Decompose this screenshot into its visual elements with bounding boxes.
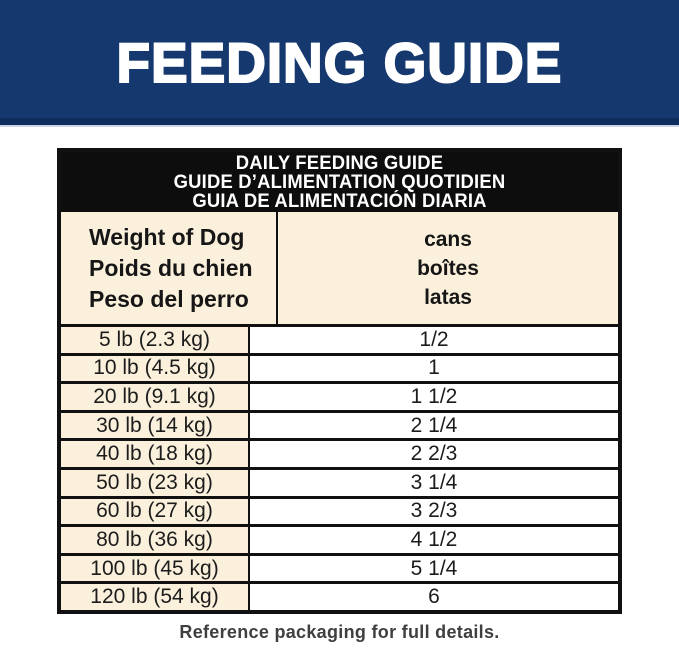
header-weight-line-fr: Poids du chien	[89, 254, 253, 281]
cans-cell: 1/2	[250, 327, 618, 353]
header-weight-line-en: Weight of Dog	[89, 223, 245, 250]
cans-cell: 3 2/3	[250, 498, 618, 525]
table-row: 20 lb (9.1 kg) 1 1/2	[61, 384, 618, 413]
table-row: 30 lb (14 kg) 2 1/4	[61, 412, 618, 442]
cans-cell: 1	[250, 355, 618, 382]
banner-title: FEEDING GUIDE	[116, 30, 563, 95]
weight-cell: 60 lb (27 kg)	[61, 498, 250, 525]
weight-cell: 5 lb (2.3 kg)	[61, 327, 250, 353]
weight-cell: 100 lb (45 kg)	[61, 555, 250, 582]
table-title-line-en: DAILY FEEDING GUIDE	[235, 152, 444, 174]
weight-cell: 50 lb (23 kg)	[61, 469, 250, 496]
cans-cell: 4 1/2	[250, 527, 618, 553]
table-row: 10 lb (4.5 kg) 1	[61, 355, 618, 385]
header-cans-line-es: latas	[424, 285, 472, 309]
weight-cell: 120 lb (54 kg)	[61, 584, 250, 610]
table-row: 80 lb (36 kg) 4 1/2	[61, 527, 618, 556]
table-title-line-fr: GUIDE D’ALIMENTATION QUOTIDIEN	[173, 171, 506, 193]
footer-note: Reference packaging for full details.	[179, 622, 500, 642]
table-title-line-es: GUIA DE ALIMENTACIÓN DIARIA	[192, 190, 487, 212]
cans-cell: 3 1/4	[250, 469, 618, 496]
weight-cell: 30 lb (14 kg)	[61, 412, 250, 439]
table-row: 120 lb (54 kg) 6	[61, 584, 618, 610]
table-row: 5 lb (2.3 kg) 1/2	[61, 327, 618, 356]
weight-cell: 80 lb (36 kg)	[61, 527, 250, 553]
cans-cell: 6	[250, 584, 618, 610]
cans-cell: 2 1/4	[250, 412, 618, 439]
column-header-cans: cans boîtes latas	[278, 212, 618, 324]
cans-cell: 1 1/2	[250, 384, 618, 410]
column-header-weight: Weight of Dog Poids du chien Peso del pe…	[61, 212, 278, 324]
weight-cell: 40 lb (18 kg)	[61, 441, 250, 467]
weight-cell: 10 lb (4.5 kg)	[61, 355, 250, 382]
header-cans-line-fr: boîtes	[417, 256, 479, 280]
table-title-band: DAILY FEEDING GUIDE GUIDE D’ALIMENTATION…	[61, 152, 618, 212]
table-row: 50 lb (23 kg) 3 1/4	[61, 469, 618, 499]
feeding-table: DAILY FEEDING GUIDE GUIDE D’ALIMENTATION…	[57, 148, 622, 614]
table-row: 100 lb (45 kg) 5 1/4	[61, 555, 618, 585]
table-row: 40 lb (18 kg) 2 2/3	[61, 441, 618, 470]
header-cans-line-en: cans	[424, 227, 472, 251]
header-weight-line-es: Peso del perro	[89, 285, 249, 312]
weight-cell: 20 lb (9.1 kg)	[61, 384, 250, 410]
cans-cell: 2 2/3	[250, 441, 618, 467]
banner-separator	[0, 125, 679, 127]
table-header-row: Weight of Dog Poids du chien Peso del pe…	[61, 212, 618, 327]
table-row: 60 lb (27 kg) 3 2/3	[61, 498, 618, 528]
table-body: 5 lb (2.3 kg) 1/2 10 lb (4.5 kg) 1 20 lb (9.…	[61, 327, 618, 610]
cans-cell: 5 1/4	[250, 555, 618, 582]
banner: FEEDING GUIDE	[0, 0, 679, 125]
